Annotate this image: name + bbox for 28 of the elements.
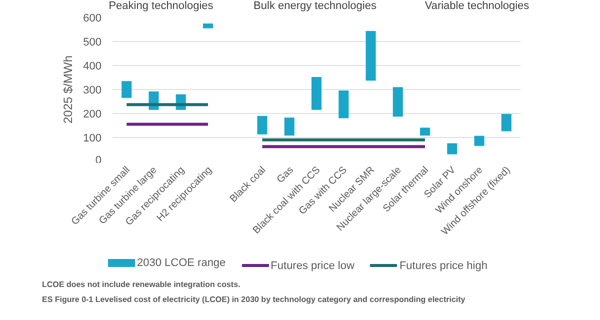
y-axis-title: 2025 $/MWh <box>61 55 76 124</box>
y-tick-label: 100 <box>83 132 102 144</box>
text: Peaking technologies <box>108 0 214 13</box>
text: ES Figure 0-1 Levelised cost of electricity (LCOE) in 2030 by technology category and corresponding electricity <box>42 295 466 304</box>
y-tick-label: 200 <box>83 108 102 120</box>
bar <box>501 114 512 132</box>
y-tick-label: 500 <box>83 36 102 48</box>
bar <box>202 24 214 28</box>
bar <box>284 118 294 136</box>
y-tick-label: 300 <box>83 84 102 96</box>
bar <box>257 116 268 134</box>
bar <box>392 87 403 117</box>
y-tick-label: 400 <box>83 60 102 72</box>
text: LCOE does not include renewable integration costs. <box>42 280 240 289</box>
text: Variable technologies <box>424 0 530 13</box>
bar <box>420 128 430 136</box>
bar <box>366 30 376 81</box>
legend-label: Futures price high <box>398 258 488 274</box>
legend-label: 2030 LCOE range <box>136 256 226 271</box>
bar <box>311 77 322 110</box>
bar <box>447 143 458 154</box>
x-tick-label: Gas <box>274 164 296 186</box>
bar <box>338 90 349 118</box>
bar <box>474 136 484 146</box>
bar <box>122 81 132 98</box>
text: Bulk energy technologies <box>254 0 376 13</box>
y-tick-label: 600 <box>83 12 102 24</box>
legend-label: Futures price low <box>270 258 354 274</box>
